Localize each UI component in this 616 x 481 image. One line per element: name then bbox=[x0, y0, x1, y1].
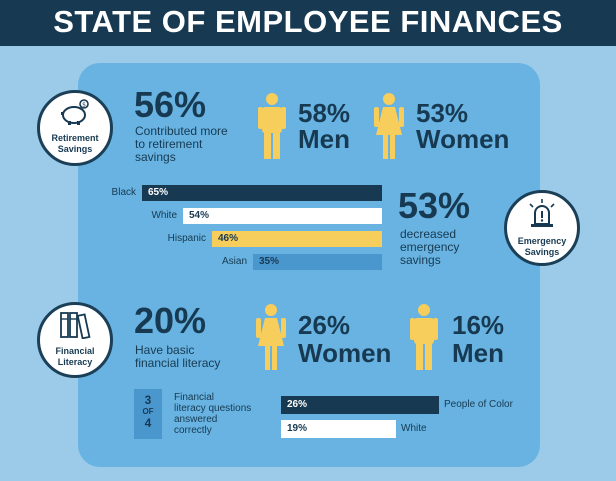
literacy-description: Have basic financial literacy bbox=[135, 344, 220, 370]
bar: 26% bbox=[281, 396, 439, 414]
bar-category-label: People of Color bbox=[444, 399, 513, 410]
piggy-bank-icon: $ bbox=[61, 99, 89, 125]
badge-line: Emergency bbox=[517, 236, 567, 246]
desc-line: correctly bbox=[174, 425, 212, 436]
bar-value-label: 26% bbox=[287, 399, 308, 410]
desc-line: emergency bbox=[400, 240, 460, 254]
badge-line: Retirement bbox=[51, 133, 99, 143]
badge-line: Financial bbox=[55, 346, 95, 356]
retirement-men-pct: 58% bbox=[298, 98, 351, 128]
desc-line: Financial bbox=[174, 392, 215, 403]
bar: 65% bbox=[142, 185, 382, 201]
desc-line: literacy questions bbox=[174, 403, 252, 414]
retirement-description: Contributed more to retirement savings bbox=[135, 125, 228, 164]
literacy-women-label: Women bbox=[298, 338, 392, 368]
score-denominator: 4 bbox=[144, 416, 152, 430]
emergency-headline: 53% bbox=[398, 185, 471, 226]
desc-line: savings bbox=[400, 253, 441, 267]
literacy-women-pct: 26% bbox=[298, 310, 351, 340]
svg-text:$: $ bbox=[82, 102, 86, 109]
bar: 54% bbox=[183, 208, 382, 224]
score-description: Financial literacy questions answered co… bbox=[174, 392, 251, 436]
emergency-description: decreased emergency savings bbox=[400, 228, 459, 267]
man-figure-icon bbox=[258, 93, 286, 159]
score-numerator: 3 bbox=[144, 393, 152, 407]
literacy-headline: 20% bbox=[134, 300, 207, 341]
desc-line: Contributed more bbox=[135, 124, 228, 138]
bar: 46% bbox=[212, 231, 382, 247]
literacy-men-label: Men bbox=[452, 338, 504, 368]
bar-value-label: 65% bbox=[148, 187, 169, 198]
bar: 19% bbox=[281, 420, 396, 438]
retirement-headline: 56% bbox=[134, 84, 207, 125]
emergency-savings-badge: Emergency Savings bbox=[504, 190, 580, 266]
desc-line: savings bbox=[135, 150, 176, 164]
bar: 35% bbox=[253, 254, 382, 270]
page-title: STATE OF EMPLOYEE FINANCES bbox=[53, 4, 563, 39]
badge-line: Savings bbox=[57, 144, 93, 154]
header-banner: STATE OF EMPLOYEE FINANCES bbox=[0, 0, 616, 46]
bar-value-label: 35% bbox=[259, 256, 280, 267]
badge-line: Literacy bbox=[57, 357, 93, 367]
bar-category-label: White bbox=[151, 210, 177, 221]
badge-line: Savings bbox=[524, 247, 560, 257]
bar-category-label: White bbox=[401, 423, 427, 434]
desc-line: answered bbox=[174, 414, 218, 425]
retirement-men-label: Men bbox=[298, 124, 350, 154]
retirement-savings-badge: $ Retirement Savings bbox=[37, 90, 113, 166]
score-of: OF bbox=[142, 407, 154, 416]
bar-category-label: Hispanic bbox=[167, 233, 206, 244]
woman-figure-icon bbox=[256, 304, 286, 370]
bar-category-label: Black bbox=[111, 187, 136, 198]
books-icon bbox=[60, 312, 91, 339]
literacy-men-pct: 16% bbox=[452, 310, 505, 340]
woman-figure-icon bbox=[374, 93, 404, 159]
bar-value-label: 46% bbox=[218, 233, 239, 244]
desc-line: Have basic bbox=[135, 343, 195, 357]
desc-line: to retirement bbox=[135, 137, 203, 151]
bar-value-label: 19% bbox=[287, 423, 308, 434]
desc-line: decreased bbox=[400, 227, 457, 241]
retirement-women-label: Women bbox=[416, 124, 510, 154]
financial-literacy-badge: Financial Literacy bbox=[37, 302, 113, 378]
alarm-light-icon bbox=[529, 199, 555, 227]
bar-value-label: 54% bbox=[189, 210, 210, 221]
man-figure-icon bbox=[410, 304, 438, 370]
desc-line: financial literacy bbox=[135, 356, 221, 370]
bar-category-label: Asian bbox=[221, 256, 247, 267]
retirement-women-pct: 53% bbox=[416, 98, 469, 128]
score-box: 3 OF 4 bbox=[134, 389, 162, 439]
